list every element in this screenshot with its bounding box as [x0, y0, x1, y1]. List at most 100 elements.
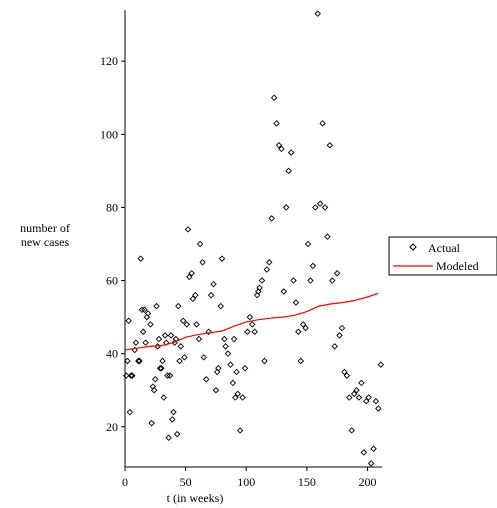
actual-point [200, 354, 208, 361]
actual-point [324, 233, 331, 240]
actual-point [304, 240, 312, 248]
actual-point [338, 324, 346, 332]
actual-point [348, 427, 355, 434]
x-tick-label: 150 [298, 475, 316, 489]
x-tick-label: 0 [122, 475, 128, 489]
actual-point [167, 332, 175, 339]
actual-point [316, 200, 324, 208]
y-tick-label: 20 [106, 420, 118, 434]
actual-point [282, 204, 290, 211]
actual-point [302, 324, 309, 332]
actual-point [299, 321, 307, 328]
actual-point [292, 299, 300, 306]
y-tick-label: 120 [100, 54, 118, 68]
actual-point [202, 376, 210, 383]
actual-point [186, 273, 193, 281]
actual-point [367, 460, 375, 467]
actual-point [372, 397, 380, 405]
actual-point [278, 145, 285, 153]
actual-point [147, 321, 154, 328]
actual-point [188, 269, 195, 277]
actual-point [227, 361, 234, 368]
actual-point [175, 302, 182, 310]
actual-point [236, 427, 244, 434]
actual-point [233, 368, 240, 376]
actual-point [142, 339, 149, 346]
actual-point [275, 142, 283, 149]
actual-point [251, 328, 258, 335]
actual-point [309, 262, 317, 270]
legend-box [388, 236, 497, 276]
x-tick-label: 100 [237, 475, 255, 489]
actual-point [224, 350, 232, 357]
actual-point [196, 240, 204, 248]
actual-point [241, 365, 249, 372]
legend-actual-label: Actual [428, 241, 461, 255]
y-tick-label: 80 [106, 200, 118, 214]
actual-point [129, 372, 136, 379]
actual-point [184, 226, 192, 233]
actual-point [215, 365, 222, 372]
actual-point [266, 259, 273, 266]
actual-point [152, 376, 159, 383]
actual-point [135, 357, 142, 365]
actual-point [377, 361, 385, 368]
actual-point [295, 328, 302, 335]
actual-point [199, 259, 206, 266]
y-ticks: 20 40 60 80 100 120 [100, 54, 125, 434]
actual-point [244, 328, 251, 335]
actual-point [261, 357, 268, 365]
y-tick-label: 100 [100, 127, 118, 141]
actual-point [280, 288, 288, 295]
actual-point [307, 277, 314, 284]
actual-point [176, 357, 183, 365]
actual-point [365, 394, 372, 401]
actual-point [329, 277, 336, 284]
actual-point [333, 269, 341, 277]
actual-point [160, 394, 168, 401]
actual-point [222, 343, 229, 350]
actual-point [229, 379, 237, 387]
actual-point [375, 405, 382, 412]
actual-point [181, 354, 188, 361]
actual-point [207, 291, 215, 299]
actual-point [268, 215, 275, 222]
actual-point [156, 365, 164, 372]
actual-point [153, 302, 160, 310]
actual-point [137, 255, 144, 262]
actual-point [336, 332, 343, 339]
actual-point [255, 288, 262, 295]
actual-point [326, 142, 334, 149]
actual-point [212, 386, 220, 394]
actual-point [189, 295, 197, 303]
actual-point [232, 394, 239, 401]
actual-point [239, 394, 246, 401]
actual-point [358, 379, 365, 387]
actual-point [256, 284, 263, 292]
actual-point [370, 445, 377, 452]
x-tick-label: 200 [358, 475, 376, 489]
y-axis-label-line2: new cases [21, 235, 70, 249]
actual-point [170, 408, 177, 416]
actual-point [177, 343, 185, 350]
actual-point [343, 372, 351, 379]
actual-point [136, 357, 143, 365]
actual-point [263, 266, 271, 273]
modeled-line [124, 292, 379, 351]
actual-point [159, 357, 166, 365]
actual-point [127, 372, 135, 379]
actual-point [179, 317, 187, 324]
actual-point [314, 10, 321, 17]
y-tick-label: 60 [106, 274, 118, 288]
x-axis-label: t (in weeks) [167, 491, 224, 505]
plot-marks [122, 10, 385, 467]
actual-point [270, 94, 278, 101]
actual-point [350, 390, 358, 398]
legend: Actual Modeled [388, 236, 497, 276]
actual-point [193, 321, 200, 328]
actual-point [173, 430, 181, 438]
x-tick-label: 50 [180, 475, 192, 489]
actual-point [141, 306, 148, 314]
actual-point [161, 332, 169, 339]
